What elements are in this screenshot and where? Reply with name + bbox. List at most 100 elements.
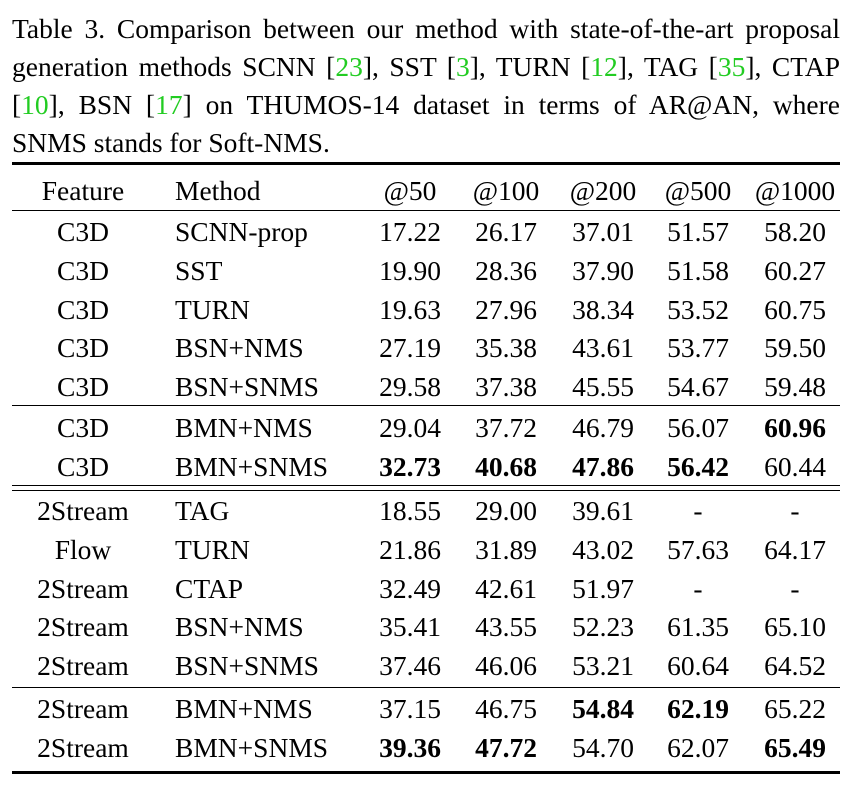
header-cell: @200 [569,175,637,206]
caption-text: ], BSN [ [48,89,156,120]
value-cell: 65.49 [764,731,826,763]
header-cell: Feature [41,175,125,206]
label-cell: TURN [175,293,250,325]
value-cell: 29.58 [379,370,441,402]
value-cell: 26.17 [475,216,537,248]
value-cell: 65.10 [764,611,826,643]
value-cell: 46.75 [475,693,537,725]
header-cell: @50 [383,175,437,206]
bottom-rule [12,771,840,774]
value-cell: 17.22 [379,216,441,248]
value-cell: 46.79 [572,412,634,444]
value-cell: 37.15 [379,693,441,725]
value-cell: 43.61 [572,332,634,364]
caption-text: ], SST [ [362,51,456,82]
label-cell: C3D [57,370,109,402]
value-cell: 39.61 [572,495,634,527]
value-cell: 19.90 [379,254,441,286]
value-cell: 38.34 [572,293,634,325]
double-rule-top [12,485,840,487]
label-cell: BMN+SNMS [175,450,329,482]
value-cell: 64.17 [764,533,826,565]
value-cell: 27.96 [475,293,537,325]
caption-text: ], CTAP [ [12,51,840,120]
caption-text: ], TURN [ [469,51,591,82]
label-cell: SST [175,254,223,286]
value-cell: 27.19 [379,332,441,364]
label-cell: BMN+SNMS [175,731,329,763]
value-cell: 47.86 [572,450,634,482]
label-cell: 2Stream [37,495,129,527]
value-cell: - [790,572,800,604]
citation: 3 [455,51,470,82]
value-cell: 18.55 [379,495,441,527]
value-cell: - [693,572,703,604]
value-cell: 29.04 [379,412,441,444]
double-rule-bottom [12,489,840,491]
citation: 17 [155,89,183,120]
label-cell: 2Stream [37,611,129,643]
label-cell: BSN+SNMS [175,649,319,681]
citation: 10 [21,89,49,120]
header-cell: @100 [472,175,540,206]
header-cell: Method [175,175,261,206]
label-cell: 2Stream [37,649,129,681]
value-cell: 59.48 [764,370,826,402]
value-cell: 53.77 [667,332,729,364]
value-cell: 60.96 [764,412,826,444]
value-cell: 46.06 [475,649,537,681]
group-rule [12,405,840,407]
value-cell: 32.73 [379,450,441,482]
value-cell: 54.84 [572,693,634,725]
label-cell: C3D [57,293,109,325]
value-cell: 28.36 [475,254,537,286]
caption: Table 3. Comparison between our method w… [12,10,840,162]
citation: 23 [335,51,363,82]
label-cell: TURN [175,533,250,565]
value-cell: 19.63 [379,293,441,325]
value-cell: 43.02 [572,533,634,565]
value-cell: 51.57 [667,216,729,248]
citation: 35 [717,51,746,82]
value-cell: - [693,495,703,527]
value-cell: 35.41 [379,611,441,643]
label-cell: BMN+NMS [175,693,313,725]
label-cell: BSN+NMS [175,332,304,364]
caption-text: ] on THUMOS-14 dataset in terms of AR@AN… [12,89,840,158]
value-cell: 32.49 [379,572,441,604]
label-cell: SCNN-prop [175,216,308,248]
label-cell: 2Stream [37,693,129,725]
value-cell: 42.61 [475,572,537,604]
value-cell: 60.75 [764,293,826,325]
value-cell: 37.01 [572,216,634,248]
value-cell: 45.55 [572,370,634,402]
label-cell: Flow [54,533,112,565]
value-cell: 43.55 [475,611,537,643]
label-cell: C3D [57,450,109,482]
value-cell: 64.52 [764,649,826,681]
value-cell: 37.72 [475,412,537,444]
value-cell: 47.72 [475,731,537,763]
value-cell: 37.90 [572,254,634,286]
value-cell: 65.22 [764,693,826,725]
label-cell: BSN+SNMS [175,370,319,402]
header-rule [12,210,840,212]
label-cell: C3D [57,412,109,444]
value-cell: 60.27 [764,254,826,286]
value-cell: 37.38 [475,370,537,402]
value-cell: 21.86 [379,533,441,565]
value-cell: 31.89 [475,533,537,565]
top-rule [12,162,840,165]
label-cell: C3D [57,254,109,286]
value-cell: 40.68 [475,450,537,482]
value-cell: 52.23 [572,611,634,643]
label-cell: BMN+NMS [175,412,313,444]
value-cell: 39.36 [379,731,441,763]
label-cell: TAG [175,495,230,527]
citation: 12 [590,51,618,82]
label-cell: BSN+NMS [175,611,304,643]
value-cell: - [790,495,800,527]
value-cell: 60.64 [667,649,729,681]
value-cell: 37.46 [379,649,441,681]
